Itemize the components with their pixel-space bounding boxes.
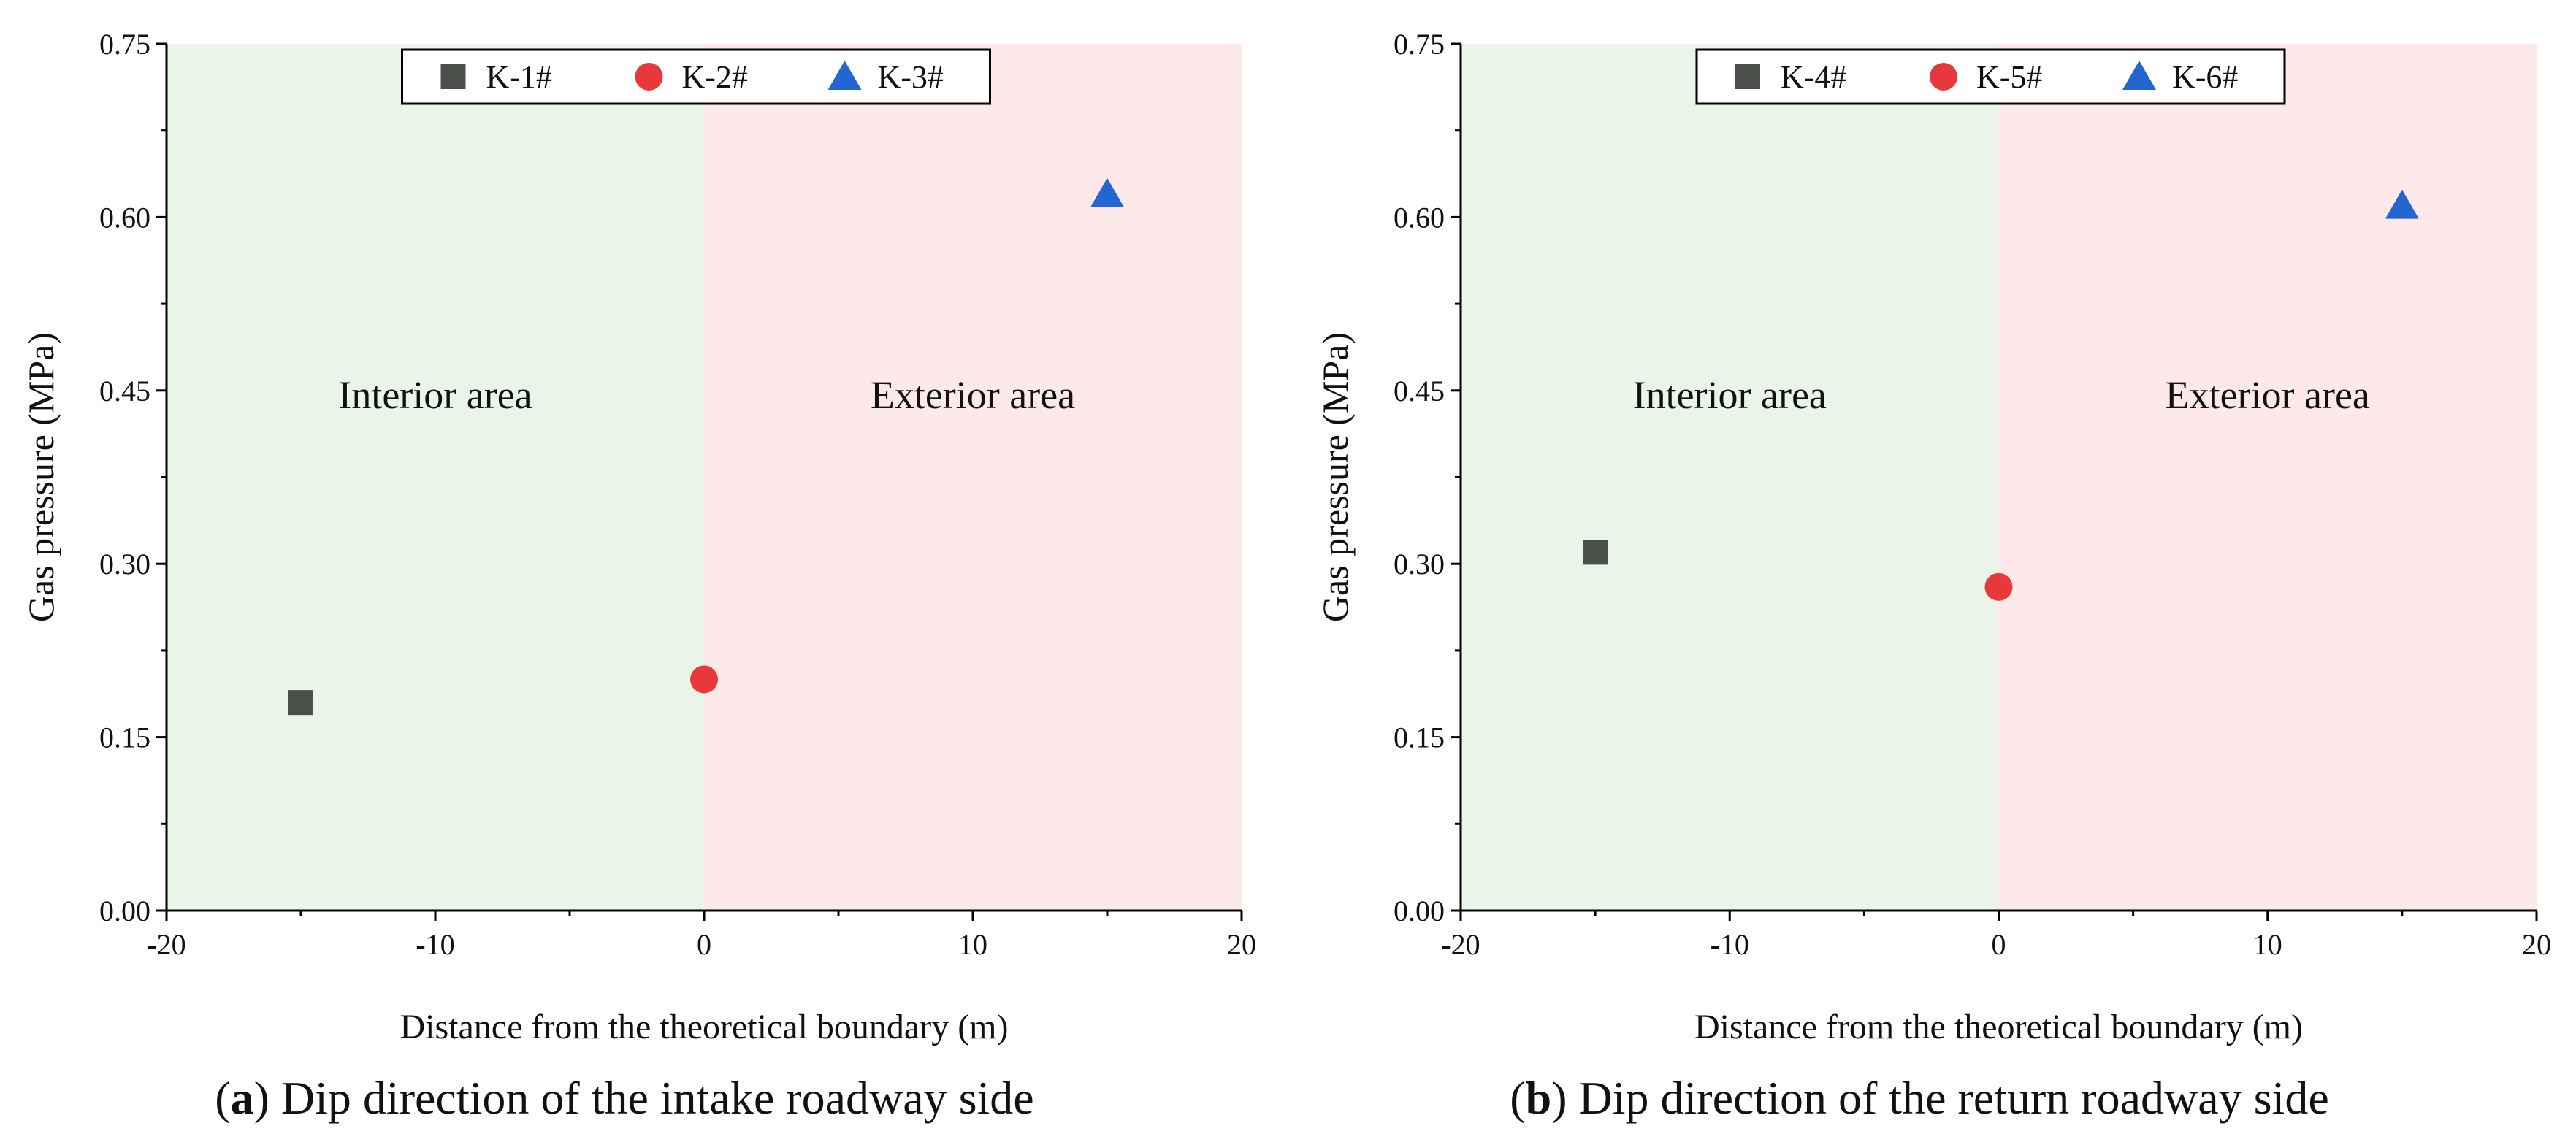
x-tick-label: -20 xyxy=(147,928,186,961)
y-tick-label: 0.75 xyxy=(99,28,150,61)
x-tick-label: -10 xyxy=(1711,928,1749,961)
x-tick-label: -10 xyxy=(416,928,454,961)
legend-marker xyxy=(2122,61,2156,90)
data-point-k-1 xyxy=(288,690,313,716)
region-label: Interior area xyxy=(338,373,532,417)
y-tick-label: 0.45 xyxy=(99,375,150,407)
data-point-k-2 xyxy=(690,665,718,694)
panel-a: Interior area Exterior area 0.00 0.15 0.30 0.… xyxy=(20,28,1256,1124)
legend-label: K-3# xyxy=(878,59,944,95)
y-tick-label: 0.75 xyxy=(1394,28,1445,61)
region-exterior xyxy=(1998,44,2537,911)
y-axis-title: Gas pressure (MPa) xyxy=(20,332,61,622)
legend-marker xyxy=(828,61,862,90)
y-tick-label: 0.15 xyxy=(1394,721,1445,754)
caption-text: ) Dip direction of the intake roadway si… xyxy=(254,1072,1034,1124)
x-tick-label: 10 xyxy=(958,928,987,961)
data-point-k-5 xyxy=(1984,572,2013,601)
x-tick-label: 0 xyxy=(697,928,711,961)
x-tick-label: 0 xyxy=(1992,928,2006,961)
y-tick-label: 0.00 xyxy=(1394,894,1445,927)
legend-box xyxy=(401,48,991,105)
legend-label: K-2# xyxy=(682,59,748,95)
caption-paren: ( xyxy=(215,1072,230,1124)
x-axis-title: Distance from the theoretical boundary (… xyxy=(1694,1008,2303,1046)
legend: K-4# K-5# K-6# xyxy=(1695,48,2286,105)
legend-marker xyxy=(635,63,663,91)
x-tick-label: 10 xyxy=(2253,928,2282,961)
region-label: Exterior area xyxy=(2166,373,2370,417)
caption-paren: ( xyxy=(1510,1072,1525,1124)
region-exterior xyxy=(704,44,1242,911)
legend: K-1# K-2# K-3# xyxy=(401,48,991,105)
data-point-k-3 xyxy=(1090,177,1124,207)
legend-marker xyxy=(440,64,466,89)
region-label: Exterior area xyxy=(871,373,1075,417)
legend-box xyxy=(1695,48,2286,105)
panel-caption: (a) Dip direction of the intake roadway … xyxy=(215,1072,1033,1124)
y-tick-label: 0.15 xyxy=(99,721,150,754)
y-tick-label: 0.00 xyxy=(99,894,150,927)
y-tick-label: 0.30 xyxy=(99,548,150,580)
data-point-k-6 xyxy=(2385,189,2419,219)
x-axis-title: Distance from the theoretical boundary (… xyxy=(400,1008,1008,1046)
region-label: Interior area xyxy=(1633,373,1827,417)
x-tick-label: 20 xyxy=(1227,928,1256,961)
legend-label: K-4# xyxy=(1781,59,1846,95)
y-tick-label: 0.30 xyxy=(1394,548,1445,580)
y-tick-label: 0.60 xyxy=(1394,201,1445,234)
caption-text: ) Dip direction of the return roadway si… xyxy=(1551,1072,2329,1124)
legend-label: K-5# xyxy=(1976,59,2042,95)
y-tick-label: 0.45 xyxy=(1394,375,1445,407)
y-tick-label: 0.60 xyxy=(99,201,150,234)
caption-letter: b xyxy=(1526,1072,1552,1124)
x-tick-label: 20 xyxy=(2522,928,2551,961)
legend-label: K-6# xyxy=(2172,59,2238,95)
y-axis-title: Gas pressure (MPa) xyxy=(1315,332,1356,622)
caption-letter: a xyxy=(231,1072,254,1124)
legend-marker xyxy=(1735,64,1760,89)
legend-marker xyxy=(1930,63,1957,91)
panel-caption: (b) Dip direction of the return roadway … xyxy=(1510,1072,2328,1124)
x-tick-label: -20 xyxy=(1441,928,1480,961)
data-point-k-4 xyxy=(1583,540,1608,565)
legend-label: K-1# xyxy=(486,59,552,95)
region-interior xyxy=(167,44,704,911)
panel-b: Interior area Exterior area 0.00 0.15 0.30 0.… xyxy=(1315,28,2551,1124)
region-interior xyxy=(1461,44,1999,911)
